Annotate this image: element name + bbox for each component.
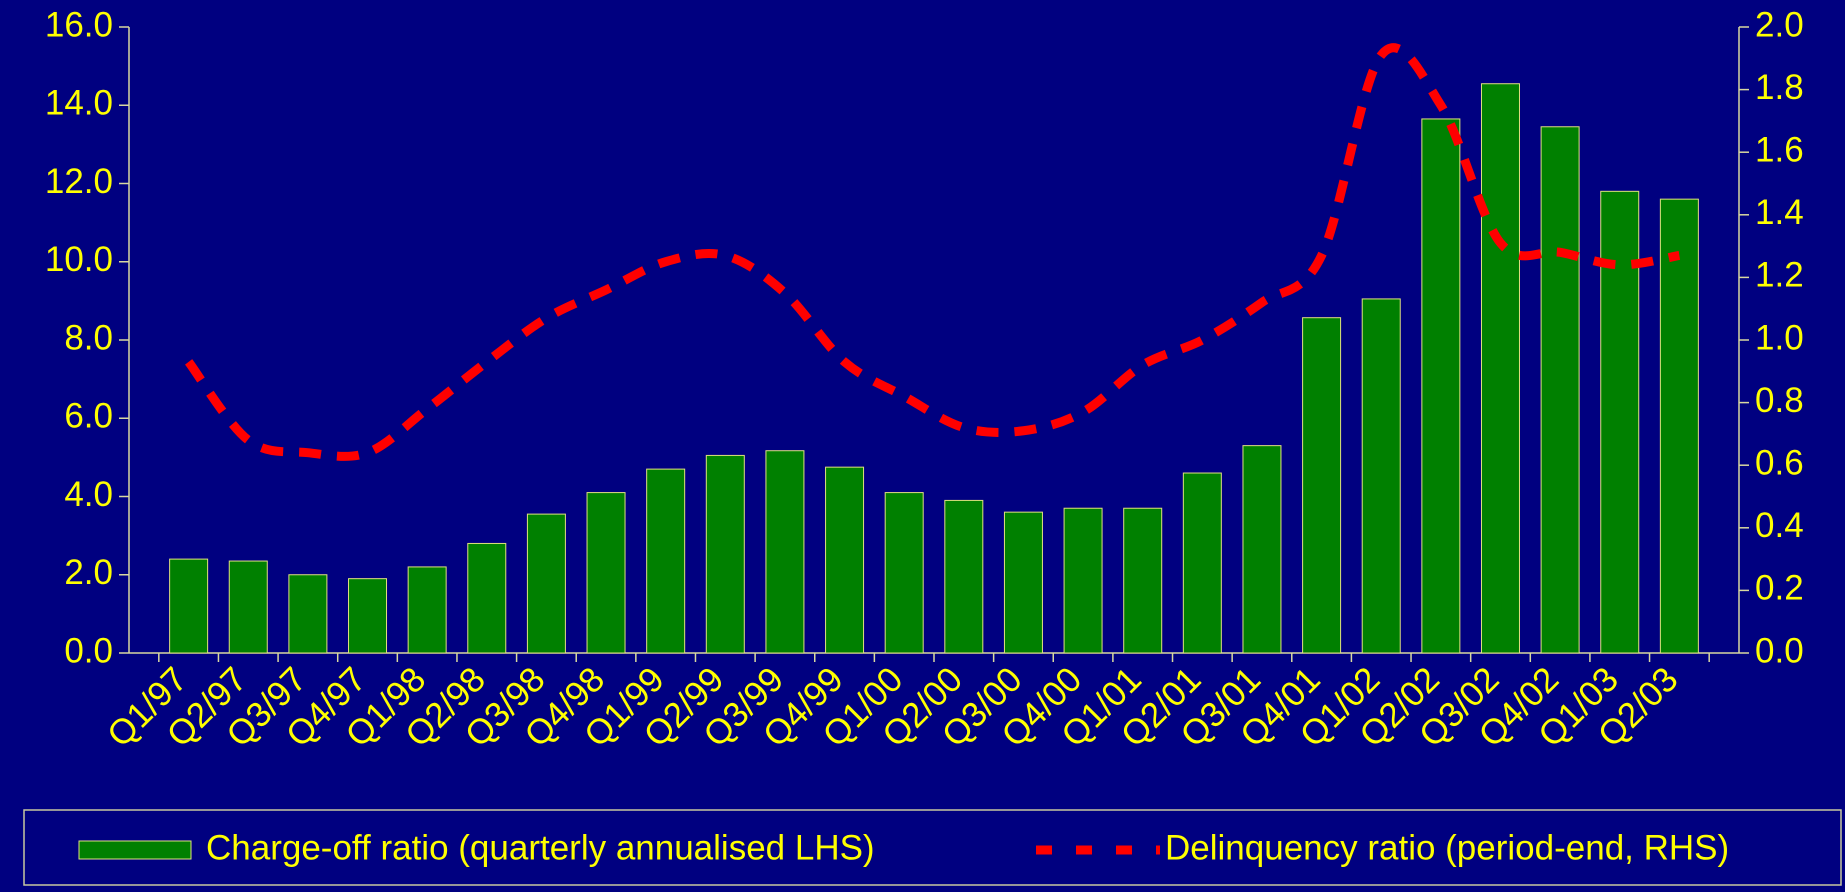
y2-tick-label: 2.0 xyxy=(1755,5,1804,44)
y-tick-label: 2.0 xyxy=(64,553,113,592)
legend-swatch xyxy=(78,840,192,860)
bar xyxy=(586,492,626,654)
y-tick-label: 16.0 xyxy=(45,5,113,44)
bar xyxy=(467,542,507,654)
y2-tick-label: 1.6 xyxy=(1755,130,1804,169)
bar xyxy=(288,574,328,654)
y2-tick-label: 0.4 xyxy=(1755,506,1804,545)
bar xyxy=(1123,507,1163,654)
bar xyxy=(1421,118,1461,654)
bar xyxy=(1480,83,1520,654)
bar xyxy=(169,558,209,654)
bar xyxy=(1242,445,1282,654)
legend-label: Delinquency ratio (period-end, RHS) xyxy=(1165,828,1729,867)
y2-tick-label: 1.4 xyxy=(1755,193,1804,232)
y-tick-label: 12.0 xyxy=(45,162,113,201)
y-tick-label: 10.0 xyxy=(45,240,113,279)
legend-box xyxy=(23,809,1842,886)
bar xyxy=(1361,298,1401,654)
line xyxy=(185,43,1681,461)
y-tick-label: 6.0 xyxy=(64,397,113,436)
bar xyxy=(1540,126,1580,654)
bar xyxy=(944,499,984,654)
bar xyxy=(884,492,924,654)
bar xyxy=(646,468,686,654)
y2-tick-label: 1.2 xyxy=(1755,256,1804,295)
bar xyxy=(1659,198,1699,654)
bar xyxy=(1003,511,1043,654)
bar xyxy=(825,466,865,654)
y2-tick-label: 0.0 xyxy=(1755,631,1804,670)
bar xyxy=(1182,472,1222,654)
y2-tick-label: 0.6 xyxy=(1755,443,1804,482)
bar xyxy=(407,566,447,654)
bar xyxy=(228,560,268,654)
y-tick-label: 8.0 xyxy=(64,318,113,357)
legend-label: Charge-off ratio (quarterly annualised L… xyxy=(206,828,875,867)
y2-tick-label: 1.0 xyxy=(1755,318,1804,357)
bar xyxy=(348,578,388,654)
y-tick-label: 4.0 xyxy=(64,475,113,514)
bar xyxy=(765,450,805,654)
y-tick-label: 14.0 xyxy=(45,84,113,123)
y-tick-label: 0.0 xyxy=(64,631,113,670)
bar xyxy=(526,513,566,654)
y2-tick-label: 0.2 xyxy=(1755,569,1804,608)
y2-tick-label: 1.8 xyxy=(1755,68,1804,107)
bar xyxy=(1302,317,1342,654)
bar xyxy=(1063,507,1103,654)
bar xyxy=(705,454,745,654)
y2-tick-label: 0.8 xyxy=(1755,381,1804,420)
